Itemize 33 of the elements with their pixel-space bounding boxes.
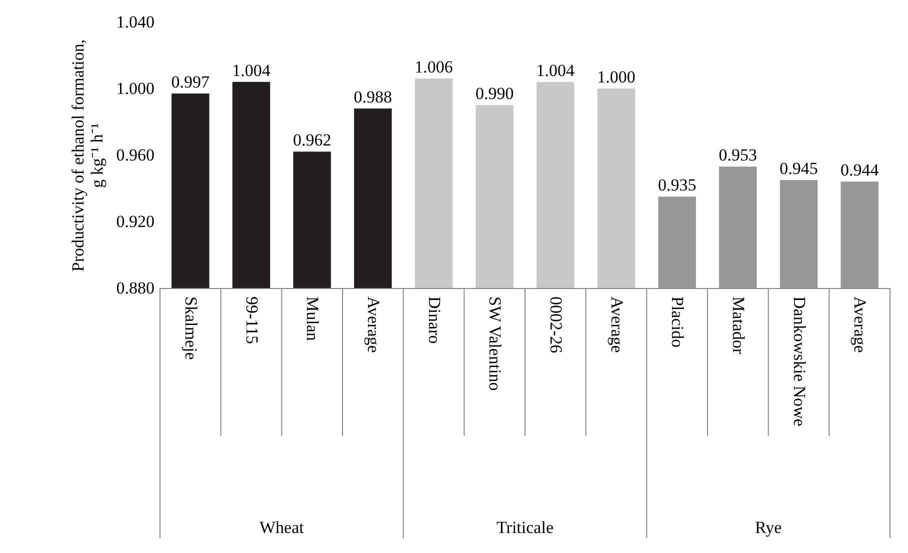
data-label: 0.953 [718, 146, 758, 165]
text: Triticale [496, 518, 554, 537]
data-label: 0.988 [354, 87, 392, 106]
data-label: 0.944 [840, 160, 880, 180]
x-tick-label: SW Valentino [486, 296, 505, 391]
y-tick-label: 0.880 [116, 278, 154, 298]
data-label: 1.004 [536, 60, 576, 80]
text: Rye [754, 518, 782, 537]
x-tick-label: Average [850, 296, 870, 353]
x-tick-label: Average [364, 296, 383, 353]
text: Wheat [259, 518, 304, 537]
x-tick-label: Mulan [303, 296, 322, 342]
data-label: 1.006 [414, 58, 453, 77]
data-label: 0.945 [780, 158, 818, 178]
data-label: 0.990 [475, 84, 514, 104]
x-tick-label: Skalmeje [181, 296, 200, 360]
x-tick-label: 99-115 [242, 296, 262, 344]
x-tick-label: Average [607, 296, 626, 353]
x-tick-label: Matador [728, 296, 748, 354]
y-tick-label: 1.040 [116, 12, 154, 32]
data-label: 0.935 [658, 176, 696, 195]
x-tick-label: Dinaro [424, 296, 444, 344]
y-tick-label: 1.000 [116, 79, 154, 98]
data-label: 1.000 [597, 68, 636, 86]
data-label: 0.997 [171, 72, 210, 92]
x-tick-label: 0002-26 [546, 296, 566, 354]
y-tick-label: 0.920 [116, 212, 154, 231]
x-tick-label: Dankowskie Nowe [790, 296, 809, 426]
y-tick-label: 0.960 [116, 146, 154, 164]
y-axis-title: Productivity of ethanol formation, g kg⁻¹ h⁻¹ [68, 39, 106, 272]
data-label: 1.004 [232, 60, 271, 80]
x-tick-label: Placido [668, 296, 688, 348]
data-label: 0.962 [292, 130, 332, 150]
